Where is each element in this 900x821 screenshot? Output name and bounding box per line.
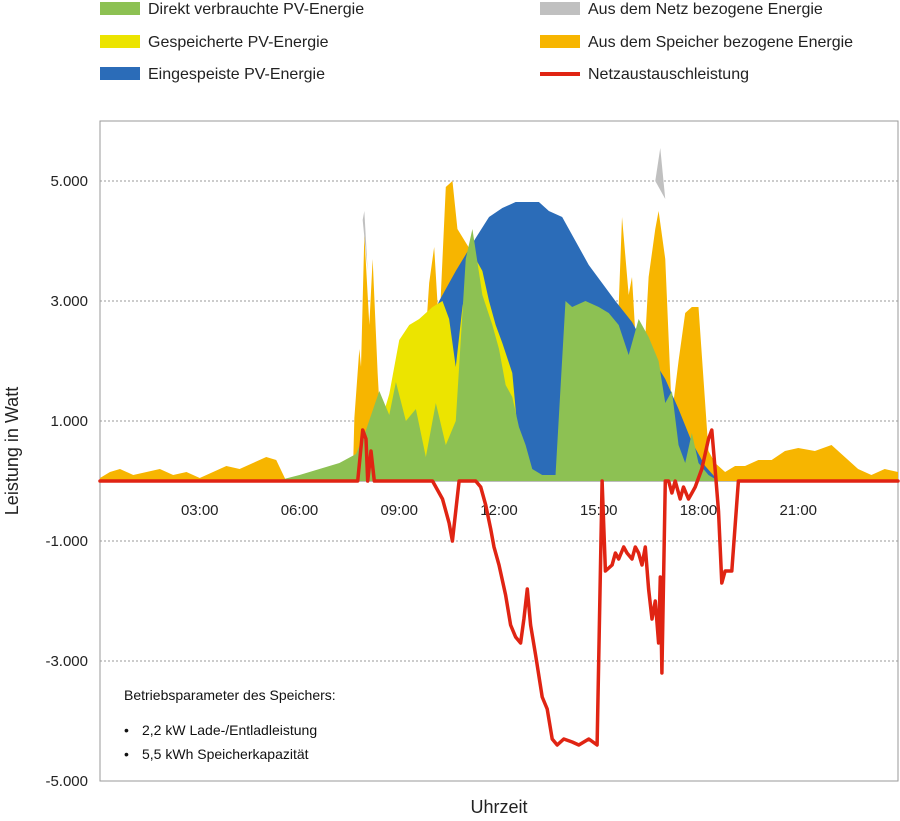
x-tick-label-2: 09:00	[380, 502, 418, 519]
legend: Direkt verbrauchte PV-Energie Aus dem Ne…	[100, 1, 853, 83]
y-tick-label-0: 5.000	[50, 173, 88, 190]
note-bullet-2: •	[124, 746, 129, 762]
legend-item-grid-exchange: Netzaustauschleistung	[540, 66, 749, 83]
area-direkt-verbrauchte-pv-energie	[100, 229, 898, 481]
note-item-1: 2,2 kW Lade-/Entladleistung	[142, 722, 317, 738]
y-tick-label-4: -3.000	[45, 653, 88, 670]
legend-item-grid-import: Aus dem Netz bezogene Energie	[540, 1, 823, 18]
y-axis-title: Leistung in Watt	[2, 387, 22, 515]
area-aus-dem-netz-bezogene-energie-1	[655, 148, 666, 199]
legend-label-grid-import: Aus dem Netz bezogene Energie	[588, 1, 823, 18]
legend-label-feed-in: Eingespeiste PV-Energie	[148, 66, 325, 83]
legend-item-stored: Gespeicherte PV-Energie	[100, 34, 329, 51]
x-tick-label-6: 21:00	[779, 502, 817, 519]
x-tick-label-4: 15:00	[580, 502, 618, 519]
legend-label-stored: Gespeicherte PV-Energie	[148, 34, 329, 51]
legend-swatch-grid-import	[540, 2, 580, 15]
line-netzaustauschleistung	[98, 428, 900, 747]
series-lines	[98, 428, 900, 747]
legend-item-feed-in: Eingespeiste PV-Energie	[100, 66, 325, 83]
legend-swatch-feed-in	[100, 67, 140, 80]
note-bullet-1: •	[124, 722, 129, 738]
x-axis-title: Uhrzeit	[470, 797, 527, 817]
y-tick-label-1: 3.000	[50, 293, 88, 310]
x-tick-labels: 03:00 06:00 09:00 12:00 15:00 18:00 21:00	[181, 502, 817, 519]
legend-swatch-battery-draw	[540, 35, 580, 48]
series-areas	[100, 148, 898, 481]
legend-swatch-stored	[100, 35, 140, 48]
legend-label-grid-exchange: Netzaustauschleistung	[588, 66, 749, 83]
y-tick-label-3: -1.000	[45, 533, 88, 550]
legend-item-battery-draw: Aus dem Speicher bezogene Energie	[540, 34, 853, 51]
y-tick-label-2: 1.000	[50, 413, 88, 430]
area-aus-dem-netz-bezogene-energie-0	[362, 211, 368, 271]
legend-swatch-direct	[100, 2, 140, 15]
legend-label-direct: Direkt verbrauchte PV-Energie	[148, 1, 364, 18]
note-item-2: 5,5 kWh Speicherkapazität	[142, 746, 309, 762]
note-title: Betriebsparameter des Speichers:	[124, 687, 336, 703]
y-tick-labels: 5.000 3.000 1.000 -1.000 -3.000 -5.000	[45, 173, 88, 790]
y-tick-label-5: -5.000	[45, 773, 88, 790]
x-tick-label-5: 18:00	[680, 502, 718, 519]
storage-parameters-note: Betriebsparameter des Speichers: • 2,2 k…	[124, 687, 336, 762]
x-tick-label-3: 12:00	[480, 502, 518, 519]
x-tick-label-1: 06:00	[281, 502, 319, 519]
legend-label-battery-draw: Aus dem Speicher bezogene Energie	[588, 34, 853, 51]
x-tick-label-0: 03:00	[181, 502, 219, 519]
legend-item-direct: Direkt verbrauchte PV-Energie	[100, 1, 364, 18]
